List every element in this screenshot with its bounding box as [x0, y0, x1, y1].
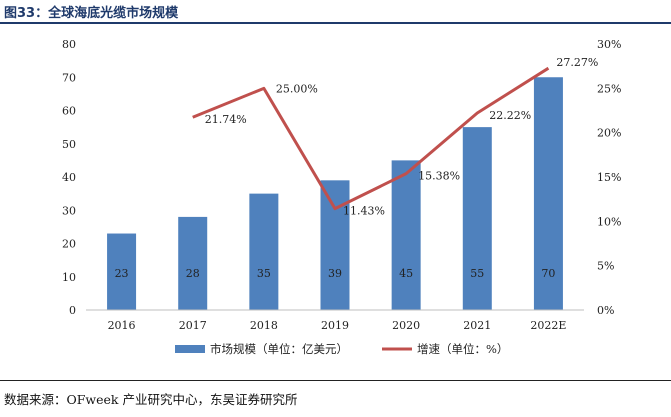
x-tick-label: 2016: [108, 319, 136, 332]
bar: [107, 233, 137, 310]
growth-value-label: 21.74%: [205, 113, 247, 126]
bar: [249, 193, 279, 310]
growth-value-label: 25.00%: [276, 82, 318, 95]
chart: 0 10 20 30 40 50 60 70 80 0% 5% 10% 15% 20% 25% 30% 23 28…: [62, 38, 621, 356]
bar-value-label: 39: [328, 267, 342, 280]
growth-value-label: 15.38%: [418, 170, 460, 183]
bar: [320, 180, 350, 310]
y-left-tick-label: 70: [62, 71, 76, 84]
x-tick-label: 2022E: [530, 319, 566, 332]
x-tick-label: 2018: [250, 319, 278, 332]
y-left-tick-label: 30: [62, 204, 76, 217]
growth-line: [192, 66, 550, 211]
growth-value-label: 11.43%: [343, 205, 385, 218]
legend-line-label: 增速（单位：%）: [417, 342, 508, 356]
bar: [178, 216, 208, 310]
y-right-tick-label: 10%: [597, 215, 621, 228]
y-left-tick-label: 20: [62, 238, 76, 251]
y-right-tick-label: 15%: [597, 171, 621, 184]
x-tick-label: 2019: [321, 319, 349, 332]
bar-value-label: 35: [257, 267, 271, 280]
bar-value-label: 70: [541, 267, 555, 280]
title-rule: [0, 22, 671, 24]
y-left-tick-label: 80: [62, 38, 76, 51]
legend-bar-label: 市场规模（单位：亿美元）: [210, 342, 348, 356]
bar-value-label: 28: [186, 267, 200, 280]
x-tick-label: 2017: [179, 319, 207, 332]
legend-bar-swatch: [175, 345, 205, 353]
bar: [391, 160, 421, 310]
growth-value-label: 22.22%: [489, 109, 531, 122]
x-tick-label: 2021: [463, 319, 491, 332]
growth-value-label: 27.27%: [556, 56, 598, 69]
x-tick-label: 2020: [392, 319, 420, 332]
y-right-tick-label: 20%: [597, 127, 621, 140]
bar: [533, 77, 563, 310]
y-left-tick-label: 50: [62, 138, 76, 151]
bar: [462, 127, 492, 310]
y-right-tick-label: 0%: [597, 304, 614, 317]
y-right-tick-label: 25%: [597, 82, 621, 95]
bar-value-label: 45: [399, 267, 413, 280]
figure-title: 图33：全球海底光缆市场规模: [4, 6, 179, 21]
y-right-tick-label: 30%: [597, 38, 621, 51]
y-left-tick-label: 40: [62, 171, 76, 184]
y-left-tick-label: 60: [62, 105, 76, 118]
y-right-tick-label: 5%: [597, 260, 614, 273]
y-left-tick-label: 10: [62, 271, 76, 284]
bar-value-label: 23: [115, 267, 129, 280]
y-left-tick-label: 0: [69, 304, 76, 317]
source-rule: [0, 380, 671, 381]
bar-value-label: 55: [470, 267, 484, 280]
source-note: 数据来源：OFweek 产业研究中心，东吴证券研究所: [4, 392, 298, 407]
